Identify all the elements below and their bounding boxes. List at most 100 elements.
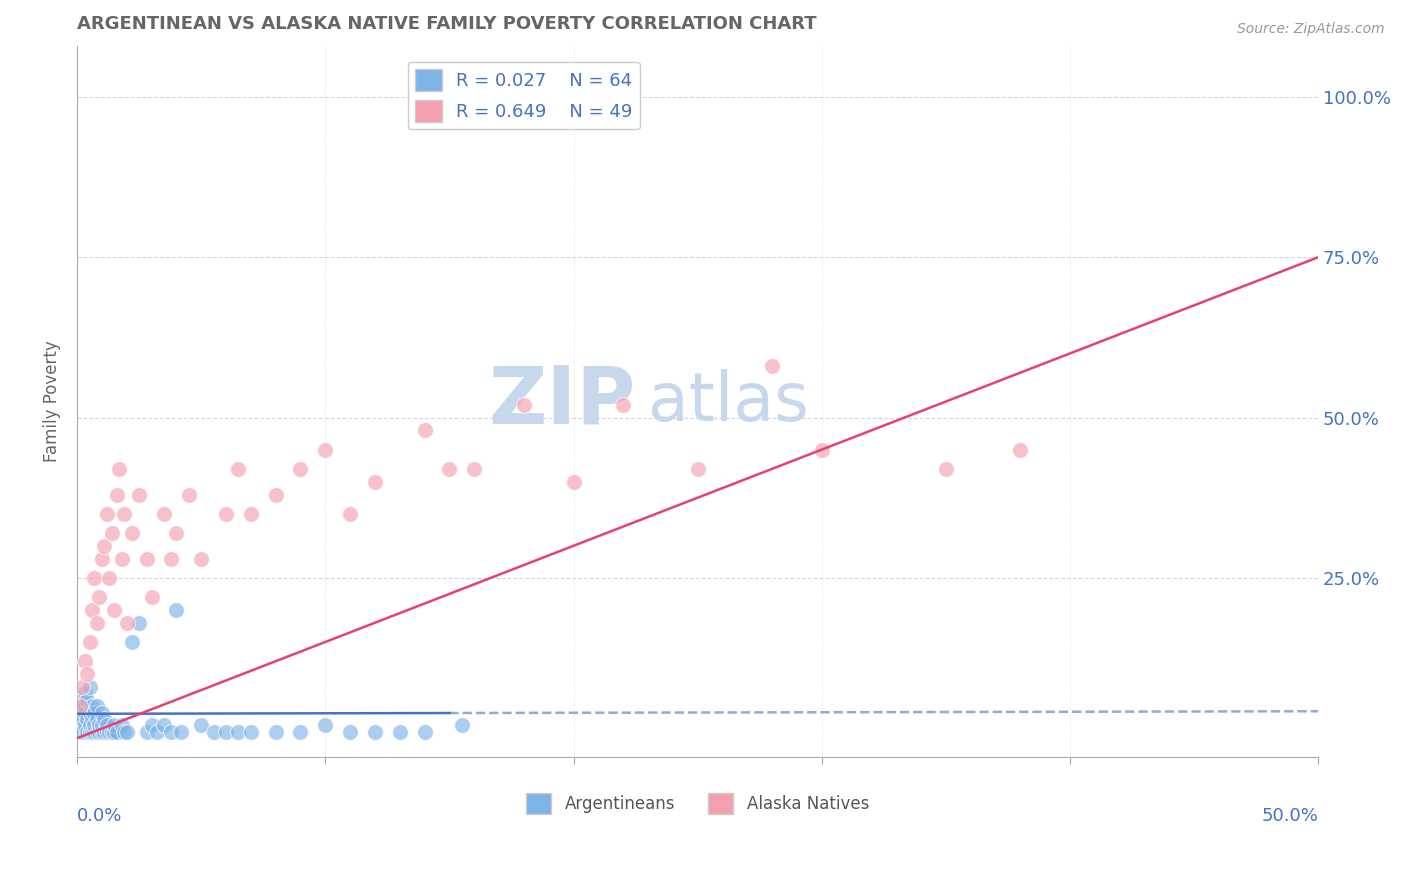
Point [115, 724, 138, 739]
Point [165, 603, 187, 617]
Point [80, 699, 103, 714]
Point [98, 571, 121, 585]
Point [264, 487, 287, 501]
Point [93, 539, 115, 553]
Text: atlas: atlas [648, 368, 808, 434]
Point [103, 603, 125, 617]
Point [70, 680, 93, 694]
Point [413, 724, 436, 739]
Text: ZIP: ZIP [488, 362, 636, 441]
Point [339, 507, 361, 521]
Point [79, 680, 101, 694]
Point [160, 551, 183, 566]
Point [86, 699, 108, 714]
Point [86, 615, 108, 630]
Point [101, 724, 124, 739]
Point [290, 724, 312, 739]
Point [810, 442, 832, 457]
Point [76, 692, 98, 706]
Point [89, 590, 111, 604]
Point [73, 686, 96, 700]
Point [145, 724, 167, 739]
Text: Source: ZipAtlas.com: Source: ZipAtlas.com [1237, 22, 1385, 37]
Point [103, 724, 125, 739]
Point [364, 724, 387, 739]
Point [79, 718, 101, 732]
Point [111, 718, 134, 732]
Point [86, 724, 108, 739]
Point [121, 526, 143, 541]
Point [83, 718, 105, 732]
Point [513, 398, 536, 412]
Point [239, 724, 262, 739]
Point [290, 462, 312, 476]
Point [73, 654, 96, 668]
Point [388, 724, 411, 739]
Y-axis label: Family Poverty: Family Poverty [44, 341, 60, 462]
Point [463, 462, 485, 476]
Point [101, 526, 124, 541]
Point [69, 718, 91, 732]
Point [80, 724, 103, 739]
Point [170, 724, 193, 739]
Point [73, 706, 96, 720]
Text: 50.0%: 50.0% [1261, 807, 1319, 825]
Point [264, 724, 287, 739]
Point [141, 590, 163, 604]
Point [80, 712, 103, 726]
Point [215, 724, 238, 739]
Point [165, 526, 187, 541]
Point [73, 718, 96, 732]
Point [160, 724, 183, 739]
Point [121, 635, 143, 649]
Point [69, 706, 91, 720]
Point [80, 603, 103, 617]
Point [215, 507, 238, 521]
Point [135, 724, 157, 739]
Text: ARGENTINEAN VS ALASKA NATIVE FAMILY POVERTY CORRELATION CHART: ARGENTINEAN VS ALASKA NATIVE FAMILY POVE… [77, 15, 817, 33]
Point [79, 724, 101, 739]
Point [228, 724, 250, 739]
Point [935, 462, 957, 476]
Point [562, 475, 585, 489]
Point [314, 718, 336, 732]
Point [115, 615, 138, 630]
Point [83, 706, 105, 720]
Point [103, 718, 125, 732]
Legend: Argentineans, Alaska Natives: Argentineans, Alaska Natives [519, 787, 876, 821]
Point [89, 724, 111, 739]
Point [98, 724, 121, 739]
Point [69, 692, 91, 706]
Point [76, 667, 98, 681]
Point [1010, 442, 1032, 457]
Point [190, 551, 212, 566]
Point [83, 571, 105, 585]
Point [128, 615, 150, 630]
Point [90, 724, 112, 739]
Point [314, 442, 336, 457]
Point [90, 718, 112, 732]
Text: 0.0%: 0.0% [77, 807, 122, 825]
Point [190, 718, 212, 732]
Point [112, 507, 135, 521]
Point [112, 724, 135, 739]
Point [413, 423, 436, 437]
Point [79, 635, 101, 649]
Point [89, 718, 111, 732]
Point [96, 724, 118, 739]
Point [761, 359, 783, 374]
Point [93, 712, 115, 726]
Point [105, 724, 128, 739]
Point [76, 724, 98, 739]
Point [79, 706, 101, 720]
Point [96, 718, 118, 732]
Point [612, 398, 634, 412]
Point [69, 699, 91, 714]
Point [202, 724, 225, 739]
Point [364, 475, 387, 489]
Point [93, 724, 115, 739]
Point [450, 718, 472, 732]
Point [153, 507, 176, 521]
Point [70, 699, 93, 714]
Point [96, 507, 118, 521]
